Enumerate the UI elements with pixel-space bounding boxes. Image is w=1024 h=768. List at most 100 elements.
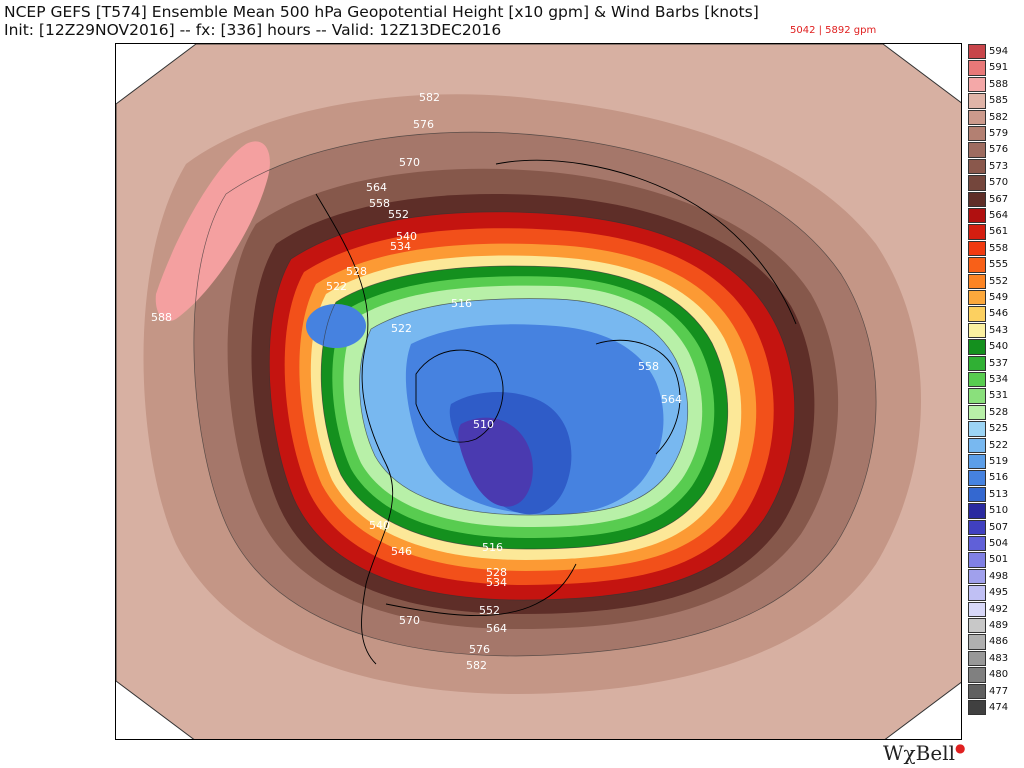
legend-item: 501 [968,552,1022,568]
high-pressure-588 [155,141,270,322]
legend-swatch [968,437,986,453]
legend-item: 477 [968,683,1022,699]
legend-swatch [968,552,986,568]
contour-label: 552 [479,604,500,617]
legend-item: 489 [968,618,1022,634]
legend-label: 549 [989,292,1009,303]
legend-label: 567 [989,193,1009,205]
contour-label: 534 [390,240,411,253]
contour-label: 522 [391,322,412,335]
contour-label: 564 [661,393,682,406]
contour-label: 558 [369,197,390,210]
contour-label: 558 [638,360,659,373]
legend-item: 516 [968,470,1022,486]
legend-swatch [968,634,986,650]
contour-label: 522 [326,280,347,293]
legend-item: 561 [968,224,1022,240]
contour-label: 528 [486,566,507,579]
legend-item: 483 [968,650,1022,667]
legend-item: 507 [968,519,1022,535]
legend-label: 558 [989,242,1009,254]
legend-swatch [968,601,986,617]
legend-label: 510 [989,505,1009,517]
contour-label: 576 [469,643,490,656]
legend-label: 474 [989,702,1009,713]
legend-swatch [968,240,986,257]
contour-label: 540 [369,519,390,532]
legend-swatch [968,486,986,503]
legend-item: 519 [968,454,1022,470]
legend-label: 519 [989,456,1009,467]
contour-line-2 [268,211,796,601]
legend-label: 480 [989,669,1009,681]
legend-swatch [968,470,986,486]
contour-labels: 582 576 570 564 558 552 540 534 528 522 … [151,91,682,672]
legend-label: 552 [989,275,1009,287]
legend-label: 489 [989,620,1009,631]
legend-item: 534 [968,372,1022,388]
legend-label: 594 [989,46,1009,57]
contour-line-3 [320,265,729,550]
contour-label: 582 [466,659,487,672]
contour-label: 540 [396,230,417,243]
chart-subtitle: Init: [12Z29NOV2016] -- fx: [336] hours … [4,21,502,39]
chart-title: NCEP GEFS [T574] Ensemble Mean 500 hPa G… [4,3,759,21]
contour-label: 570 [399,614,420,627]
legend-item: 570 [968,175,1022,191]
legend-swatch [968,519,986,535]
coastline-asia [495,159,797,325]
legend-swatch [968,126,986,142]
legend-swatch [968,306,986,322]
legend-swatch [968,273,986,289]
legend-label: 525 [989,423,1009,435]
legend-label: 516 [989,472,1009,484]
contour-label: 516 [451,297,472,310]
legend-label: 522 [989,439,1009,451]
legend-item: 573 [968,158,1022,175]
legend-label: 531 [989,390,1009,402]
legend-label: 543 [989,324,1009,336]
legend-swatch [968,322,986,339]
legend-item: 543 [968,322,1022,339]
legend-item: 591 [968,60,1022,76]
legend-swatch [968,683,986,699]
coastline-greenland [415,349,504,443]
height-map: 582 576 570 564 558 552 540 534 528 522 … [116,44,961,739]
legend-label: 588 [989,78,1009,90]
legend-swatch [968,585,986,601]
legend-item: 549 [968,290,1022,306]
contour-label: 564 [366,181,387,194]
legend-item: 576 [968,142,1022,158]
value-range: 5042 | 5892 gpm [790,25,877,36]
legend-item: 537 [968,355,1022,371]
legend-label: 573 [989,160,1009,172]
legend-swatch [968,454,986,470]
legend-swatch [968,142,986,158]
legend-item: 582 [968,109,1022,125]
legend-item: 495 [968,585,1022,601]
contour-label: 564 [486,622,507,635]
legend-item: 564 [968,208,1022,224]
legend-item: 552 [968,273,1022,289]
legend-label: 579 [989,128,1009,139]
legend-item: 504 [968,536,1022,552]
legend-swatch [968,191,986,207]
brand-logo: WχBell● [883,741,966,765]
legend-item: 522 [968,437,1022,453]
contour-label: 552 [388,208,409,221]
legend-label: 537 [989,357,1009,369]
legend-item: 546 [968,306,1022,322]
brand-dot-icon: ● [955,741,966,755]
legend-swatch [968,388,986,404]
contour-501 [458,417,533,507]
contour-label: 516 [482,541,503,554]
legend-label: 576 [989,144,1009,156]
legend-swatch [968,404,986,421]
legend-swatch [968,700,986,716]
legend-swatch [968,339,986,355]
map-panel: 582 576 570 564 558 552 540 534 528 522 … [115,43,962,740]
legend-item: 474 [968,700,1022,716]
contour-label: 570 [399,156,420,169]
legend-swatch [968,618,986,634]
legend-item: 567 [968,191,1022,207]
